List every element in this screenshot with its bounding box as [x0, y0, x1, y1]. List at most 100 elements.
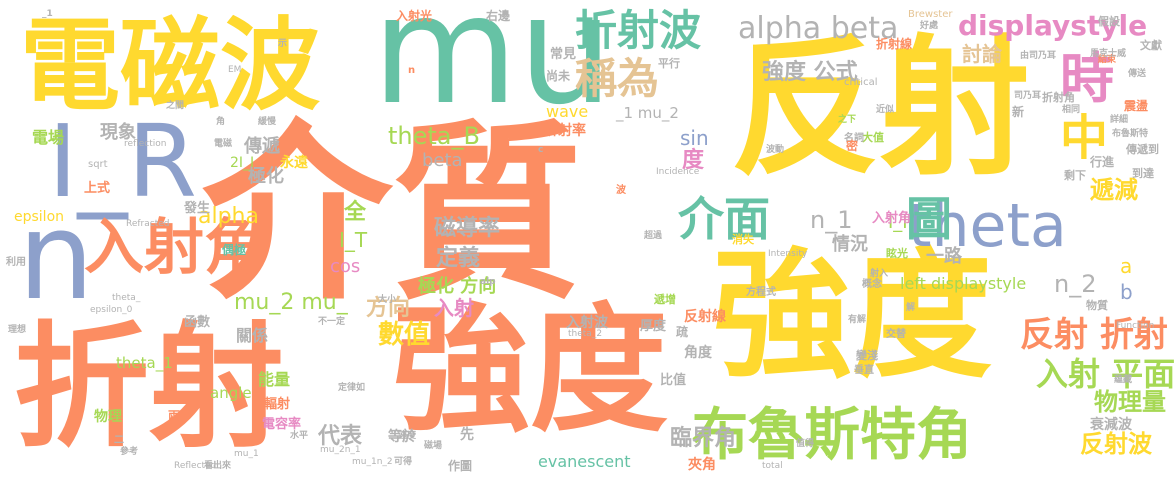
- word: 圖: [906, 192, 952, 246]
- word: 一路: [926, 246, 962, 267]
- word: 詳細: [1110, 115, 1129, 125]
- word: 參考: [120, 447, 139, 457]
- word: mu_2 mu_: [234, 290, 348, 315]
- word: 角: [216, 117, 226, 127]
- word: 之下: [838, 115, 857, 125]
- word: sqrt: [88, 159, 108, 170]
- word: 超過: [644, 231, 663, 241]
- word: 比值: [660, 373, 687, 388]
- word: theta_B: [388, 122, 480, 150]
- word: 可得: [394, 457, 413, 467]
- word: 函數: [184, 315, 211, 330]
- word: epsilon: [14, 209, 65, 225]
- word: 垂直: [854, 365, 874, 376]
- word: a: [1120, 254, 1133, 278]
- word: theta_: [112, 293, 141, 303]
- word: 代表: [318, 424, 363, 449]
- word: 介質: [202, 104, 583, 325]
- word: 偶極: [222, 243, 247, 257]
- word: 不一定: [318, 317, 346, 327]
- word: 入射: [434, 296, 474, 320]
- word: epsilon_0: [90, 305, 133, 315]
- word: 數值: [378, 320, 431, 350]
- word: 夾角: [688, 457, 716, 473]
- word: evanescent: [538, 452, 631, 471]
- word: theta_1: [116, 354, 173, 372]
- word: 值得: [796, 439, 815, 449]
- word: 緩慢: [258, 117, 277, 127]
- word: Incidence: [656, 167, 700, 177]
- word: 情況: [832, 234, 868, 255]
- word: 二: [114, 435, 124, 446]
- word: displaystyle: [958, 9, 1148, 42]
- word: 馬克士威: [1090, 49, 1127, 59]
- word: 反射: [730, 22, 1031, 196]
- word: 布魯斯特: [1112, 129, 1149, 139]
- word: 結束: [1098, 55, 1117, 65]
- word: 折射: [14, 309, 284, 466]
- word: beta: [422, 150, 463, 171]
- word: 折射線: [876, 37, 913, 51]
- word: 蘊藏: [1114, 375, 1133, 385]
- word: 磁場: [424, 441, 443, 451]
- word: 先: [460, 427, 474, 443]
- word: _1: [42, 9, 53, 19]
- word: 永遠: [280, 155, 308, 171]
- word: 交替: [886, 329, 906, 340]
- word: 示: [278, 39, 288, 49]
- word: 消失: [732, 233, 754, 246]
- word: theta: [908, 191, 1067, 261]
- word: 文獻: [1140, 39, 1162, 52]
- word: 現象: [100, 122, 136, 143]
- word: 入射角: [84, 213, 264, 283]
- word: 反射線: [684, 309, 726, 325]
- word: 名詞: [844, 133, 864, 144]
- word: c: [538, 145, 544, 155]
- word: 定律如: [338, 383, 366, 393]
- word: 假設: [1098, 15, 1120, 28]
- word: 波動: [766, 145, 785, 155]
- word: alp: [480, 277, 496, 287]
- word: 物理: [94, 409, 122, 425]
- word: 討論: [962, 42, 1002, 66]
- word: 震盪: [1124, 99, 1149, 113]
- word: 密: [846, 139, 859, 153]
- word: n: [18, 188, 95, 327]
- word: 兩: [168, 409, 181, 423]
- word: 解: [906, 303, 916, 313]
- word: 2I_I: [230, 155, 255, 171]
- word: alpha: [198, 204, 259, 229]
- word: angle: [210, 384, 252, 402]
- word: mu: [372, 0, 614, 138]
- word: 上式: [84, 181, 111, 196]
- word: 疏: [676, 325, 689, 339]
- word: 介面: [678, 192, 770, 246]
- word: 定義: [436, 246, 481, 271]
- word: 眩光: [886, 247, 908, 260]
- word: mu_1: [234, 449, 259, 459]
- word: 相同: [1062, 105, 1081, 115]
- word: 大值: [862, 131, 884, 144]
- word: 傳送: [1128, 69, 1147, 79]
- word: b: [1120, 280, 1133, 304]
- word: 由司乃耳: [1020, 51, 1057, 61]
- word: 傳遞: [244, 136, 280, 157]
- word: 全: [344, 200, 367, 225]
- word: 之間: [166, 101, 185, 111]
- word: 厚度: [640, 319, 667, 334]
- word: n: [408, 65, 416, 76]
- word: 到達: [1132, 167, 1154, 180]
- word: I_I: [888, 212, 908, 233]
- word: 入射波: [566, 315, 608, 331]
- word: 反射波: [1080, 430, 1152, 458]
- word: 近似: [876, 105, 895, 115]
- word: 電磁波: [20, 7, 320, 124]
- word: 強度 公式: [762, 60, 858, 85]
- word: 中: [1060, 110, 1109, 166]
- word: 有解: [848, 315, 867, 325]
- word: Intensity: [768, 249, 808, 259]
- word: 折射波: [575, 6, 702, 55]
- word: 等於: [388, 429, 416, 445]
- word: 概念: [862, 279, 882, 290]
- word: critical: [844, 77, 878, 88]
